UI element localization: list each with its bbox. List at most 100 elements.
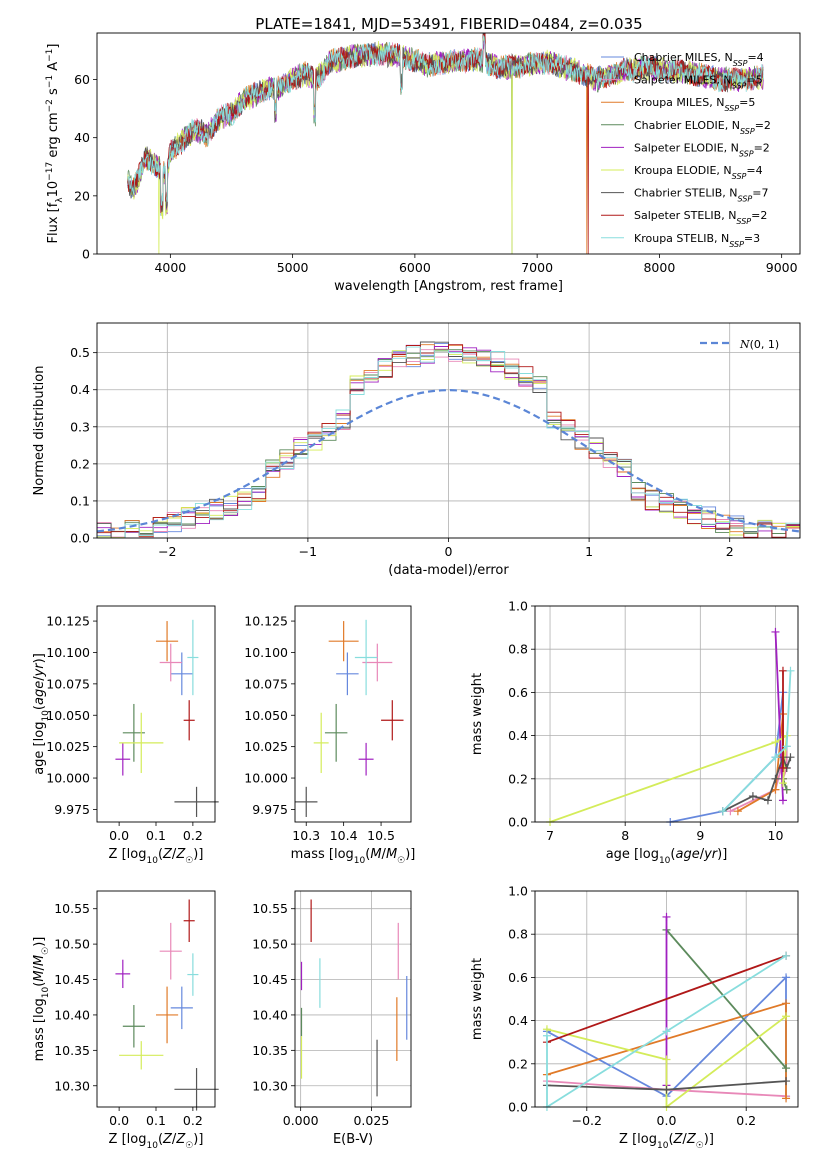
x-tick-label: 2 xyxy=(726,544,734,559)
weight-marker xyxy=(662,912,671,921)
x-tick-label: 9 xyxy=(696,828,704,843)
x-tick-label: 0 xyxy=(445,544,453,559)
legend-label: Chabrier STELIB, NSSP=7 xyxy=(634,187,768,204)
legend: Chabrier MILES, NSSP=4 Salpeter MILES, NS… xyxy=(601,51,771,248)
y-tick-label: 0.2 xyxy=(508,1056,528,1071)
weight-marker xyxy=(771,785,780,794)
plot-frame xyxy=(96,890,216,1108)
y-tick-label: 10.30 xyxy=(252,1078,288,1093)
weight-marker xyxy=(782,1064,791,1073)
weight-marker xyxy=(778,796,787,805)
panel-2: 0.0 0.1 0.2 9.975 10.000 10.025 10.050 10.075 10… xyxy=(32,605,219,866)
weight-marker xyxy=(718,807,727,816)
legend-label: Kroupa ELODIE, NSSP=4 xyxy=(634,164,763,181)
panel-0: 4000 5000 6000 7000 8000 9000 0 20 40 60 wavelengt… xyxy=(45,32,801,294)
x-tick-label: 0.000 xyxy=(283,1113,319,1128)
weight-marker xyxy=(782,999,791,1008)
y-axis-label: age [log10(age/yr)] xyxy=(32,653,51,775)
y-tick-label: 10.050 xyxy=(46,708,90,723)
x-tick-label: 0.025 xyxy=(353,1113,389,1128)
x-tick-label: 5000 xyxy=(277,260,309,275)
panel-4: 7 8 9 10 0.0 0.2 0.4 0.6 0.8 1.0 age [log10(age/yr… xyxy=(470,599,799,866)
y-tick-label: 10.45 xyxy=(252,972,288,987)
y-tick-label: 10.100 xyxy=(244,645,288,660)
plot-frame xyxy=(294,605,412,823)
y-tick-label: 0.6 xyxy=(508,685,528,700)
legend-label: Salpeter ELODIE, NSSP=2 xyxy=(634,141,770,158)
y-tick-label: 0.0 xyxy=(508,1100,528,1115)
weight-line xyxy=(546,1015,787,1107)
weight-marker xyxy=(771,774,780,783)
plot-frame xyxy=(294,890,412,1108)
y-tick-label: 10.35 xyxy=(54,1043,90,1058)
weight-marker xyxy=(782,973,791,982)
plot-frame xyxy=(96,32,801,255)
y-tick-label: 1.0 xyxy=(508,599,528,614)
legend-label: Kroupa STELIB, NSSP=3 xyxy=(634,232,760,249)
x-tick-label: −2 xyxy=(158,544,176,559)
weight-marker xyxy=(763,796,772,805)
weight-marker xyxy=(782,1077,791,1086)
y-tick-label: 10.45 xyxy=(54,972,90,987)
y-tick-label: 10.075 xyxy=(244,676,288,691)
weight-line xyxy=(722,670,792,812)
panel-1: −2 −1 0 1 2 0.0 0.1 0.2 0.3 0.4 0.5 (data-model)/er… xyxy=(32,322,801,578)
x-axis-label: wavelength [Angstrom, rest frame] xyxy=(334,279,563,294)
y-tick-label: 0.8 xyxy=(508,927,528,942)
weight-marker xyxy=(662,1027,671,1036)
figure-title: PLATE=1841, MJD=53491, FIBERID=0484, z=0… xyxy=(255,15,642,33)
legend-label: Salpeter STELIB, NSSP=2 xyxy=(634,209,767,226)
legend-label: N(0, 1) xyxy=(739,338,779,351)
x-tick-label: 10.4 xyxy=(330,828,358,843)
x-tick-label: 9000 xyxy=(766,260,798,275)
x-tick-label: 0.2 xyxy=(183,828,203,843)
y-tick-label: 0.2 xyxy=(508,771,528,786)
weight-marker xyxy=(662,1085,671,1094)
normal-curve xyxy=(96,388,801,533)
x-tick-label: −0.2 xyxy=(572,1113,602,1128)
panel-6: 0.000 0.025 10.30 10.35 10.40 10.45 10.50 10.55… xyxy=(252,890,412,1147)
legend-label: Kroupa MILES, NSSP=5 xyxy=(634,96,755,113)
plot-frame xyxy=(96,322,801,539)
y-tick-label: 0.8 xyxy=(508,642,528,657)
weight-marker xyxy=(782,951,791,960)
weight-marker xyxy=(778,666,787,675)
y-tick-label: 40 xyxy=(74,130,90,145)
weight-line xyxy=(546,954,787,1044)
legend-label: Chabrier ELODIE, NSSP=2 xyxy=(634,119,771,136)
x-axis-label: age [log10(age/yr)] xyxy=(606,847,728,866)
plot-frame xyxy=(534,605,799,823)
panel-3: 10.3 10.4 10.5 9.975 10.000 10.025 10.050 10.07… xyxy=(244,605,415,866)
y-tick-label: 0.4 xyxy=(70,382,90,397)
y-tick-label: 10.125 xyxy=(244,614,288,629)
y-tick-label: 20 xyxy=(74,188,90,203)
y-axis-label: Normed distribution xyxy=(32,366,47,496)
y-tick-label: 0 xyxy=(82,247,90,262)
legend-label: Salpeter MILES, NSSP=5 xyxy=(634,74,763,91)
y-tick-label: 9.975 xyxy=(252,802,288,817)
y-axis-label: mass weight xyxy=(470,673,485,755)
x-tick-label: 0.0 xyxy=(109,828,129,843)
weight-marker xyxy=(782,1094,791,1103)
weight-marker xyxy=(786,753,795,762)
x-tick-label: 8000 xyxy=(643,260,675,275)
weight-marker xyxy=(542,1031,551,1040)
y-tick-label: 0.0 xyxy=(508,815,528,830)
y-tick-label: 0.2 xyxy=(70,456,90,471)
x-tick-label: 7 xyxy=(546,828,554,843)
y-tick-label: 0.1 xyxy=(70,493,90,508)
x-axis-label: Z [log10(Z/Z☉)] xyxy=(109,847,204,866)
y-tick-label: 0.6 xyxy=(508,970,528,985)
weight-line xyxy=(722,754,792,813)
x-tick-label: 10 xyxy=(768,828,784,843)
weight-marker xyxy=(726,807,735,816)
x-tick-label: 4000 xyxy=(154,260,186,275)
y-tick-label: 0.5 xyxy=(70,345,90,360)
weight-line xyxy=(549,733,788,822)
weight-line xyxy=(546,955,787,1107)
y-tick-label: 10.40 xyxy=(252,1007,288,1022)
weight-marker xyxy=(748,792,757,801)
y-tick-label: 0.4 xyxy=(508,1013,528,1028)
x-tick-label: 0.0 xyxy=(109,1113,129,1128)
weight-marker xyxy=(778,764,787,772)
